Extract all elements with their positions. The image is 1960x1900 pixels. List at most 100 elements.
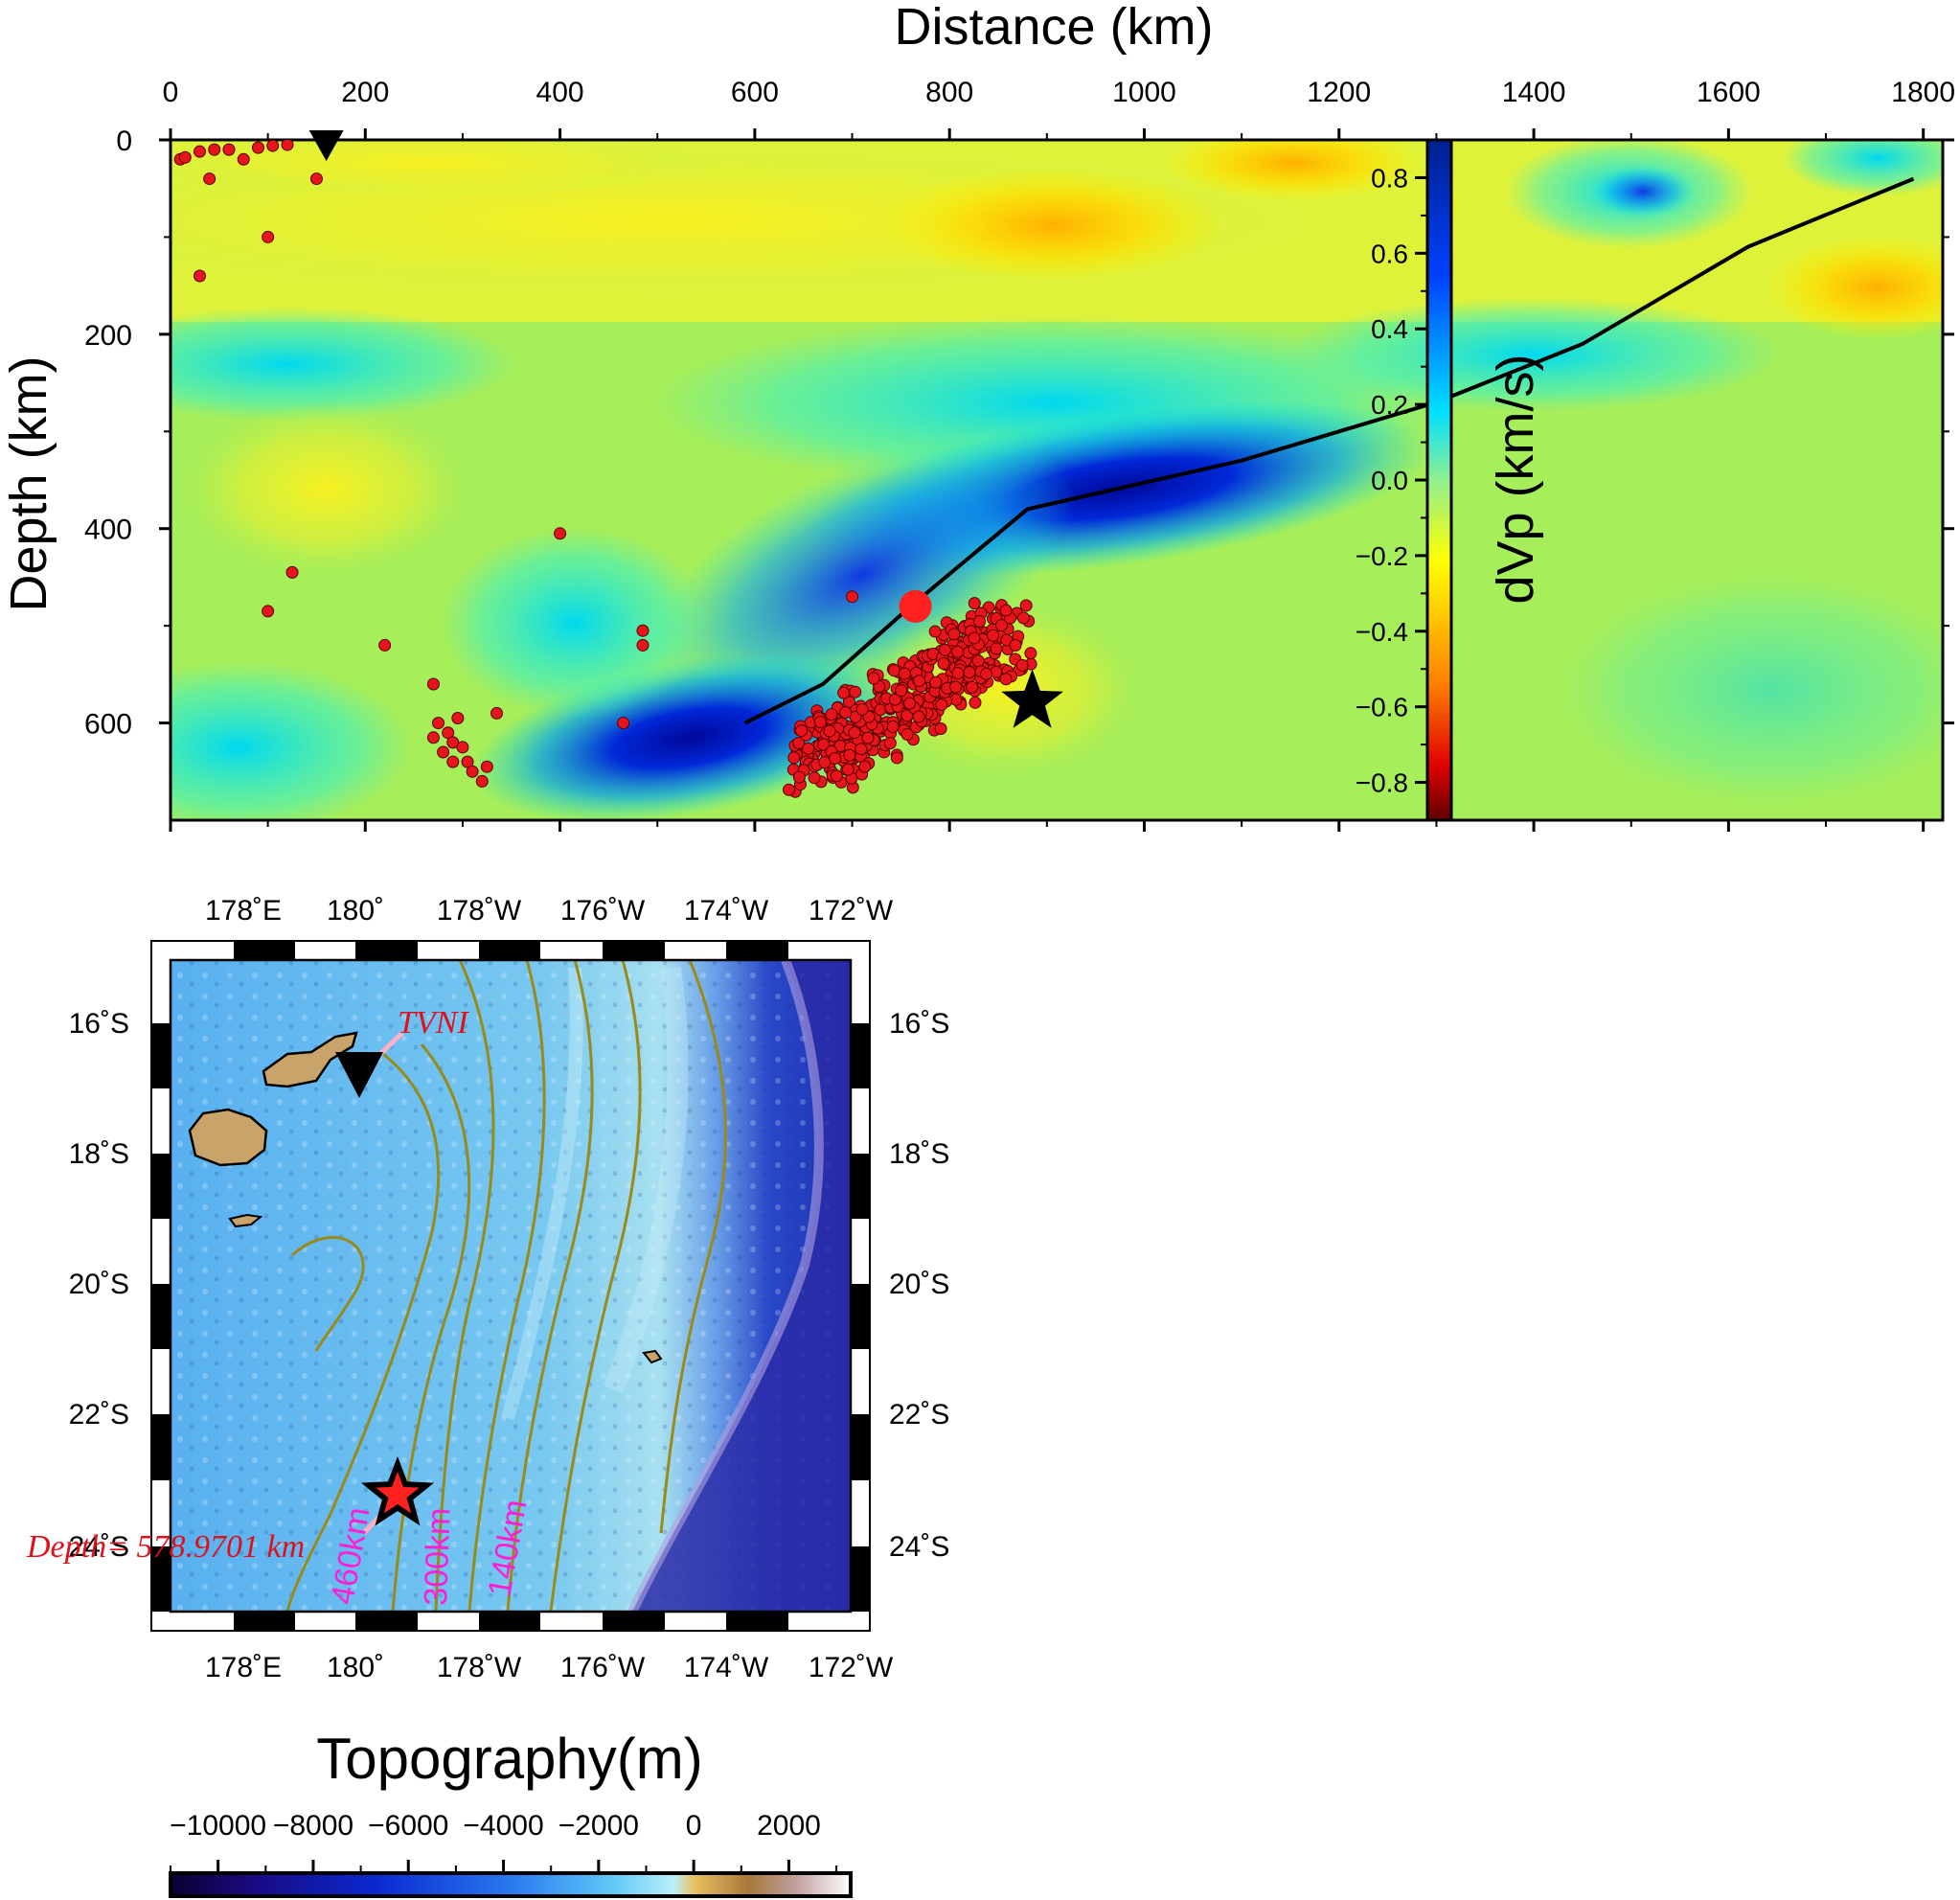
island-small bbox=[228, 1213, 263, 1228]
lat-label: 24˚S bbox=[69, 1531, 129, 1563]
earthquake-dot bbox=[636, 624, 650, 637]
earthquake-dot bbox=[456, 741, 469, 754]
earthquake-dot bbox=[817, 738, 831, 751]
earthquake-dot bbox=[855, 743, 868, 756]
x-tick-labels: 0 200 400 600 800 1000 1200 1400 1600 1800 bbox=[163, 77, 1955, 108]
earthquake-dot bbox=[808, 771, 821, 785]
depth-label: Depth= 578.9701 km bbox=[26, 1529, 305, 1565]
frame-segment bbox=[151, 1023, 171, 1088]
large-event-marker bbox=[899, 589, 932, 623]
earthquake-dot bbox=[935, 698, 948, 712]
earthquake-dot bbox=[802, 742, 815, 755]
earthquake-dot bbox=[262, 230, 275, 243]
earthquake-dot bbox=[895, 684, 908, 698]
topo-colorbar-title: Topography(m) bbox=[316, 1727, 703, 1791]
earthquake-dot bbox=[858, 760, 872, 773]
map-frame bbox=[169, 958, 853, 1614]
earthquake-dot bbox=[929, 675, 943, 689]
lat-label: 18˚S bbox=[69, 1138, 129, 1170]
earthquake-dot bbox=[446, 736, 460, 749]
y-tick-label: 600 bbox=[84, 709, 132, 741]
earthquake-dot bbox=[446, 755, 460, 768]
topo-tick-label: −2000 bbox=[558, 1810, 639, 1842]
dvp-tick-label: 0.2 bbox=[1371, 390, 1408, 420]
station-label: TVNI bbox=[398, 1005, 469, 1041]
dvp-tick-label: −0.6 bbox=[1356, 693, 1408, 722]
lon-label: 176˚W bbox=[560, 895, 646, 927]
lat-label: 22˚S bbox=[69, 1399, 129, 1431]
earthquake-dot bbox=[971, 654, 985, 668]
frame-segment bbox=[726, 1612, 788, 1631]
map-event-star-inner bbox=[376, 1472, 420, 1514]
earthquake-dot bbox=[830, 769, 843, 783]
earthquake-dot bbox=[795, 724, 809, 738]
x-tick-label: 0 bbox=[163, 77, 179, 108]
frame-segment bbox=[851, 1546, 870, 1612]
earthquake-dot bbox=[1015, 658, 1029, 672]
x-tick-label: 400 bbox=[536, 77, 584, 108]
earthquake-dot bbox=[999, 604, 1013, 617]
mainshock-star-icon bbox=[1001, 669, 1063, 728]
earthquake-dot bbox=[1016, 611, 1030, 625]
earthquake-dot bbox=[193, 269, 206, 283]
y-tick-label: 0 bbox=[116, 126, 132, 157]
earthquake-dot bbox=[999, 673, 1013, 686]
contour-label-300: 300km bbox=[418, 1507, 458, 1606]
lat-label: 20˚S bbox=[69, 1269, 129, 1300]
bathymetry-map bbox=[171, 960, 851, 1612]
earthquake-dot bbox=[963, 666, 976, 679]
frame-segment bbox=[603, 941, 665, 960]
tomography-image bbox=[171, 140, 1943, 820]
lon-label: 178˚W bbox=[437, 1652, 522, 1683]
lat-label: 24˚S bbox=[889, 1531, 949, 1563]
earthquake-dot bbox=[951, 645, 965, 658]
earthquake-dot bbox=[903, 697, 917, 710]
frame-segment bbox=[234, 1612, 295, 1631]
earthquake-dot bbox=[178, 150, 192, 164]
dvp-tick-label: −0.2 bbox=[1356, 541, 1408, 571]
earthquake-dot bbox=[617, 717, 630, 730]
frame-segment bbox=[726, 941, 788, 960]
frame-segment bbox=[355, 941, 418, 960]
earthquake-dot bbox=[886, 720, 900, 733]
earthquake-dot bbox=[888, 664, 901, 677]
earthquake-dot bbox=[792, 736, 806, 749]
earthquake-dot bbox=[951, 667, 965, 680]
earthquake-dot bbox=[442, 726, 455, 740]
earthquake-dot bbox=[554, 527, 567, 540]
earthquake-dot bbox=[466, 765, 479, 778]
earthquake-dot bbox=[987, 629, 1000, 642]
earthquake-dot bbox=[266, 140, 280, 152]
earthquake-dot bbox=[968, 631, 981, 645]
lon-label: 172˚W bbox=[809, 1652, 894, 1683]
earthquake-dot bbox=[898, 667, 911, 680]
frame-segment bbox=[151, 1414, 171, 1480]
x-axis-title: Distance (km) bbox=[894, 0, 1213, 56]
earthquake-dot bbox=[994, 619, 1008, 632]
lon-label: 180˚ bbox=[327, 1652, 384, 1683]
earthquake-dot bbox=[990, 642, 1003, 655]
earthquake-dot bbox=[843, 748, 856, 762]
earthquake-dot bbox=[839, 706, 853, 720]
lat-label: 18˚S bbox=[889, 1138, 949, 1170]
lon-label: 176˚W bbox=[560, 1652, 646, 1683]
lat-label: 20˚S bbox=[889, 1269, 949, 1300]
lon-label: 178˚E bbox=[205, 1652, 282, 1683]
island-tonga bbox=[642, 1349, 663, 1364]
frame-segment bbox=[355, 1612, 418, 1631]
frame-segment bbox=[479, 941, 540, 960]
frame-segment bbox=[479, 1612, 540, 1631]
earthquake-dot bbox=[193, 145, 206, 158]
earthquake-events bbox=[173, 140, 1037, 798]
lat-label: 16˚S bbox=[69, 1008, 129, 1040]
earthquake-dot bbox=[855, 703, 869, 717]
topo-tick-label: −8000 bbox=[273, 1810, 353, 1842]
x-tick-label: 1600 bbox=[1697, 77, 1761, 108]
y-axis-title: Depth (km) bbox=[0, 355, 57, 611]
section-axis-ticks bbox=[159, 128, 1954, 832]
frame-segment bbox=[851, 1284, 870, 1349]
lon-label: 178˚E bbox=[205, 895, 282, 927]
frame-segment bbox=[151, 1154, 171, 1219]
dvp-tick-label: 0.0 bbox=[1371, 466, 1408, 495]
earthquake-dot bbox=[837, 686, 851, 699]
